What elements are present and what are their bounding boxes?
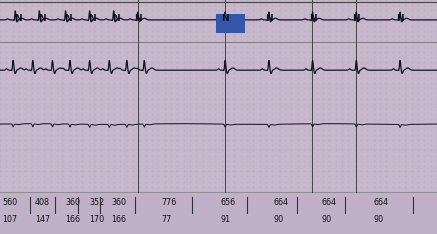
Text: 360: 360	[66, 198, 80, 207]
Text: N: N	[265, 14, 273, 23]
Text: N: N	[221, 14, 229, 23]
Text: N: N	[112, 14, 120, 23]
Bar	[0, 192, 437, 234]
Text: 664: 664	[321, 198, 336, 207]
Text: 360: 360	[111, 198, 126, 207]
Text: 90: 90	[273, 216, 283, 224]
Text: 166: 166	[66, 216, 80, 224]
Text: 91: 91	[221, 216, 231, 224]
Text: 170: 170	[90, 216, 105, 224]
Text: N: N	[134, 14, 142, 23]
Text: N: N	[38, 14, 45, 23]
Text: 664: 664	[273, 198, 288, 207]
Text: N: N	[309, 14, 316, 23]
Text: N: N	[88, 14, 96, 23]
Text: 560: 560	[2, 198, 17, 207]
Text: 352: 352	[90, 198, 105, 207]
Text: 77: 77	[162, 216, 172, 224]
Text: 166: 166	[111, 216, 126, 224]
Text: 776: 776	[162, 198, 177, 207]
Text: 90: 90	[374, 216, 384, 224]
Text: 107: 107	[2, 216, 17, 224]
Text: 664: 664	[374, 198, 388, 207]
Text: 656: 656	[221, 198, 236, 207]
Text: N: N	[352, 14, 360, 23]
Text: 408: 408	[35, 198, 50, 207]
Bar	[216, 14, 245, 33]
Text: 90: 90	[321, 216, 331, 224]
Text: N: N	[64, 14, 72, 23]
Text: N: N	[14, 14, 21, 23]
Text: N: N	[396, 14, 404, 23]
Text: 147: 147	[35, 216, 50, 224]
